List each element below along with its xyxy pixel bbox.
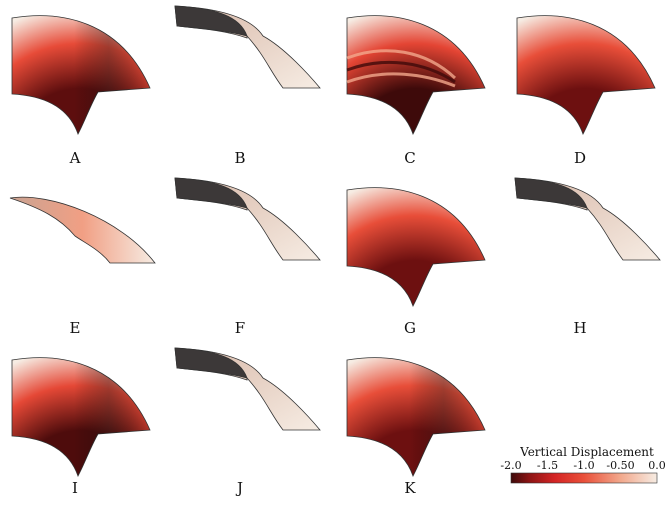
panel-b: B <box>174 5 321 167</box>
surface-underside <box>174 5 248 37</box>
panel-a: A <box>11 15 151 167</box>
colorbar-title: Vertical Displacement <box>519 445 654 459</box>
surface-ripple <box>346 72 456 88</box>
panel-label: G <box>404 319 416 337</box>
panel-grid: A B C D E F G H I J K <box>9 5 661 497</box>
panel-label: B <box>234 149 245 167</box>
surface-plot <box>346 187 486 307</box>
surface-underside <box>174 347 248 379</box>
panel-g: G <box>346 187 486 337</box>
surface-underside <box>174 177 248 209</box>
panel-label: J <box>235 479 243 497</box>
surface-shading <box>12 15 150 134</box>
surface-underside <box>514 177 588 209</box>
colorbar-tick-label: -0.50 <box>606 459 634 472</box>
panel-label: I <box>72 479 78 497</box>
panel-label: K <box>404 479 416 497</box>
panel-label: A <box>69 149 81 167</box>
colorbar-tick-label: 0.0 <box>648 459 666 472</box>
surface-ripple <box>346 60 456 84</box>
surface-plot <box>9 196 156 264</box>
colorbar-tick-label: -2.0 <box>500 459 521 472</box>
surface-shading <box>347 357 485 476</box>
panel-c: C <box>346 15 486 167</box>
panel-label: F <box>235 319 245 337</box>
surface-plot <box>516 15 656 135</box>
panel-j: J <box>174 347 321 497</box>
panel-label: H <box>573 319 586 337</box>
colorbar-ticks: -2.0 -1.5 -1.0 -0.50 0.0 <box>500 459 665 472</box>
panel-i: I <box>11 357 151 497</box>
panel-label: D <box>574 149 586 167</box>
panel-h: H <box>514 177 661 337</box>
surface-shading <box>12 357 150 476</box>
surface-ripple <box>346 49 457 80</box>
panel-label: C <box>404 149 415 167</box>
colorbar-tick-label: -1.5 <box>537 459 558 472</box>
colorbar-tick-label: -1.0 <box>573 459 594 472</box>
colorbar-gradient <box>510 472 658 484</box>
panel-label: E <box>70 319 81 337</box>
colorbar: Vertical Displacement -2.0 -1.5 -1.0 -0.50 0… <box>500 445 666 484</box>
panel-f: F <box>174 177 321 337</box>
panel-e: E <box>9 196 156 337</box>
panel-k: K <box>346 357 486 497</box>
panel-d: D <box>516 15 656 167</box>
